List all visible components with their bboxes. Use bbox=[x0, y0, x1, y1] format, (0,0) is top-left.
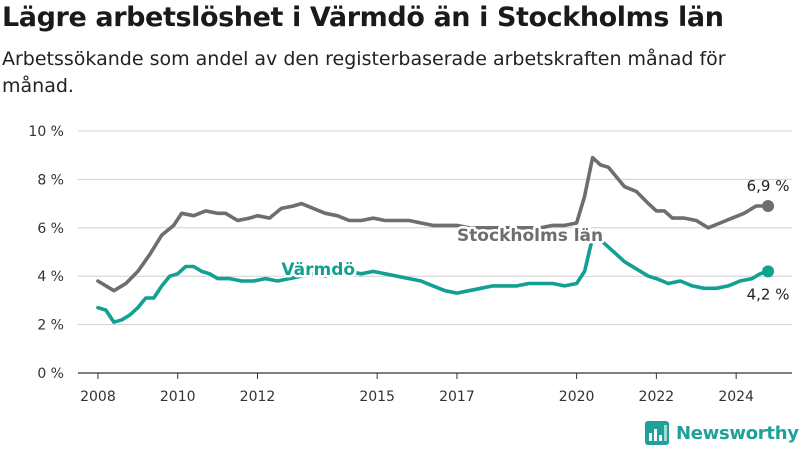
series-end-point-1 bbox=[762, 265, 775, 278]
series-line-1 bbox=[96, 235, 770, 325]
series-labels: Stockholms län Värmdö 6,9 % 4,2 % bbox=[279, 177, 790, 303]
newsworthy-logo: Newsworthy bbox=[644, 419, 799, 447]
gridlines bbox=[78, 130, 792, 374]
x-tick-label: 2008 bbox=[80, 389, 116, 405]
series-line-0 bbox=[96, 155, 770, 293]
x-tick-label: 2015 bbox=[359, 389, 395, 405]
y-tick-label: 2 % bbox=[37, 318, 64, 334]
x-tick-label: 2012 bbox=[240, 389, 276, 405]
x-tick-label: 2010 bbox=[160, 389, 196, 405]
y-tick-label: 8 % bbox=[37, 172, 64, 188]
chart-subtitle: Arbetssökande som andel av den registerb… bbox=[2, 48, 726, 97]
y-tick-label: 6 % bbox=[37, 221, 64, 237]
x-tick-label: 2017 bbox=[439, 389, 475, 405]
chart-title: Lägre arbetslöshet i Värmdö än i Stockho… bbox=[2, 2, 724, 33]
x-tick-label: 2022 bbox=[639, 389, 675, 405]
series-name-label: Värmdö bbox=[281, 260, 355, 280]
y-tick-label: 10 % bbox=[28, 124, 64, 140]
x-tick-label: 2024 bbox=[718, 389, 754, 405]
series-name-label: Stockholms län bbox=[457, 226, 603, 246]
y-tick-label: 4 % bbox=[37, 269, 64, 285]
brand-name: Newsworthy bbox=[676, 422, 799, 444]
series-lines bbox=[96, 155, 775, 325]
y-tick-label: 0 % bbox=[37, 366, 64, 382]
x-axis: 2008 2010 2012 2015 2017 2020 2022 2024 bbox=[80, 373, 754, 405]
end-value-label: 4,2 % bbox=[747, 285, 790, 303]
series-end-point-0 bbox=[762, 200, 775, 213]
y-axis-labels: 0 % 2 % 4 % 6 % 8 % 10 % bbox=[28, 124, 64, 382]
bar-chart-icon bbox=[645, 421, 669, 445]
x-tick-label: 2020 bbox=[559, 389, 595, 405]
end-value-label: 6,9 % bbox=[747, 177, 790, 195]
